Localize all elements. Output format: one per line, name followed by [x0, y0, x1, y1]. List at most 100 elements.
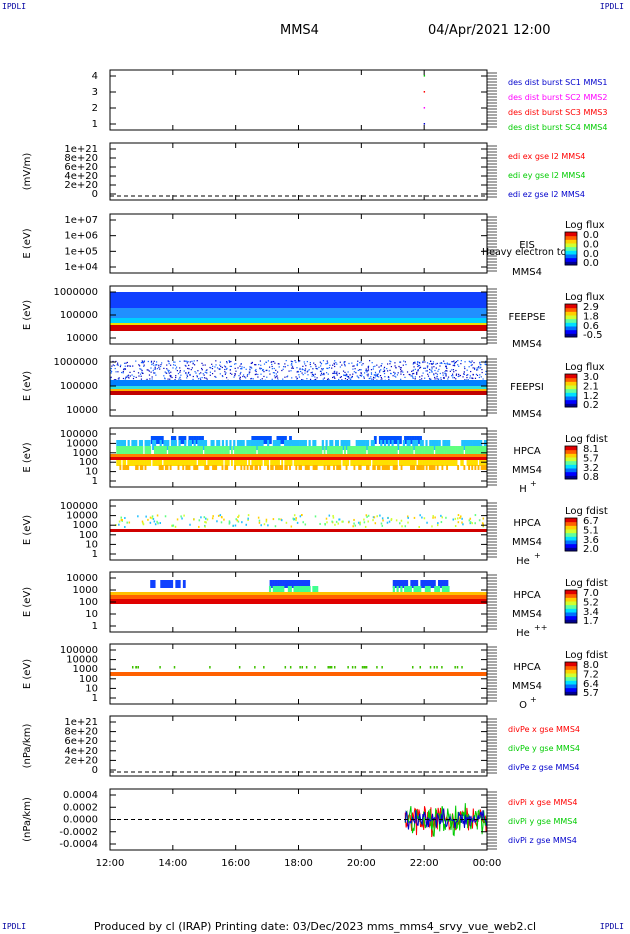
- feepsi-speck: [114, 367, 116, 370]
- spectrogram-cell: [292, 446, 295, 454]
- y-tick-label: 10000: [66, 333, 98, 344]
- spectrogram-cell: [384, 446, 387, 454]
- spectrogram-cell: [287, 440, 291, 450]
- feepsi-speck: [322, 360, 325, 362]
- feepsi-speck: [169, 378, 171, 380]
- hpca-he-speck: [260, 524, 262, 527]
- spectrogram-cell: [373, 465, 376, 470]
- colorbar-tick-label: 0.0: [583, 239, 599, 250]
- feepsi-speck: [322, 378, 324, 380]
- feepsi-speck: [137, 372, 140, 374]
- spectrogram-cell: [302, 586, 306, 594]
- spectrogram-cell: [251, 446, 254, 454]
- spectrogram-cell: [322, 460, 324, 466]
- spectrogram-cell: [224, 460, 227, 466]
- date-time: 04/Apr/2021 12:00: [428, 23, 551, 38]
- spectrogram-cell: [265, 460, 268, 466]
- feepsi-speck: [395, 376, 397, 378]
- y-tick-label: 100: [79, 530, 98, 541]
- spectrogram-cell: [474, 460, 477, 466]
- feepsi-speck: [446, 370, 448, 372]
- spectrogram-cell: [402, 446, 405, 454]
- feepsi-speck: [286, 376, 288, 378]
- spectrogram-cell: [414, 460, 417, 466]
- hpca-he-speck: [290, 525, 293, 528]
- spectrogram-cell: [427, 580, 431, 588]
- feepsi-speck: [442, 372, 444, 374]
- colorbar-step: [565, 239, 577, 244]
- feepsi-speck: [179, 370, 181, 372]
- feepsi-speck: [151, 376, 153, 378]
- feepsi-speck: [334, 365, 336, 368]
- feepsi-speck: [434, 378, 436, 380]
- feepsi-speck: [141, 369, 143, 372]
- feepsi-speck: [339, 366, 341, 368]
- spectrogram-cell: [437, 586, 441, 594]
- feepsi-speck: [427, 373, 429, 375]
- colorbar-step: [565, 254, 577, 259]
- spectrogram-cell: [153, 440, 157, 450]
- spectrogram-cell: [127, 460, 130, 466]
- y-tick-label: 1: [92, 621, 98, 632]
- colorbar-tick-label: 3.6: [583, 535, 599, 546]
- spectrogram-cell: [314, 460, 317, 466]
- spectrogram-cell: [116, 440, 119, 450]
- feepsi-speck: [284, 366, 286, 368]
- feepsi-speck: [431, 363, 433, 365]
- spectrogram-cell: [257, 446, 260, 454]
- spectrogram-cell: [452, 446, 455, 454]
- feepsi-speck: [372, 376, 375, 379]
- spectrogram-cell: [278, 460, 280, 466]
- feepsi-speck: [201, 367, 203, 370]
- feepsi-speck: [187, 361, 189, 363]
- spectrogram-cell: [279, 580, 283, 588]
- feepsi-speck: [121, 371, 123, 374]
- spectrogram-cell: [465, 440, 468, 450]
- feepsi-speck: [240, 363, 242, 365]
- spectrogram-cell: [272, 440, 275, 450]
- hpca-he-speck: [241, 521, 243, 524]
- feepsi-speck: [333, 376, 335, 378]
- feepsi-speck: [435, 372, 437, 374]
- spectrogram-cell: [337, 446, 340, 454]
- spectrogram-cell: [257, 460, 260, 466]
- spectrogram-cell: [216, 460, 219, 466]
- spectrogram-cell: [383, 465, 386, 470]
- feepsi-speck: [472, 377, 474, 380]
- spectrogram-cell: [476, 446, 478, 454]
- feepsi-speck: [356, 375, 358, 377]
- colorbar-title: Log flux: [565, 362, 605, 373]
- spectrogram-cell: [160, 460, 163, 466]
- feepsi-band-red: [110, 391, 487, 395]
- spectrogram-cell: [243, 460, 246, 466]
- feepsi-speck: [229, 369, 231, 371]
- spectrogram-cell: [175, 580, 179, 588]
- spectrogram-cell: [447, 446, 450, 454]
- spectrogram-cell: [221, 460, 224, 466]
- feepsi-speck: [265, 361, 267, 363]
- y-tick-label: 10000: [66, 511, 98, 522]
- feepsi-speck: [211, 363, 213, 365]
- panel-data-feepsi: [110, 360, 487, 395]
- feepsi-speck: [143, 365, 145, 367]
- feepsi-speck: [416, 363, 419, 365]
- spectrogram-cell: [186, 460, 189, 466]
- hpca-he-speck: [228, 522, 231, 525]
- feepsi-speck: [381, 378, 383, 380]
- spectrogram-cell: [170, 440, 174, 450]
- feepsi-speck: [421, 375, 423, 377]
- feepsi-speck: [378, 376, 380, 378]
- feepse-band-cyan: [110, 318, 487, 324]
- spectrogram-cell: [367, 460, 370, 466]
- feepsi-speck: [348, 362, 350, 365]
- feepsi-speck: [320, 370, 322, 372]
- feepsi-speck: [354, 368, 356, 370]
- feepsi-speck: [296, 371, 298, 373]
- spectrogram-cell: [400, 586, 403, 594]
- spectrogram-cell: [387, 440, 390, 450]
- feepsi-speck: [480, 376, 482, 378]
- spectrogram-cell: [182, 465, 185, 470]
- spectrogram-cell: [194, 460, 197, 466]
- hpca-he-speck: [228, 520, 231, 523]
- spectrogram-cell: [427, 446, 430, 454]
